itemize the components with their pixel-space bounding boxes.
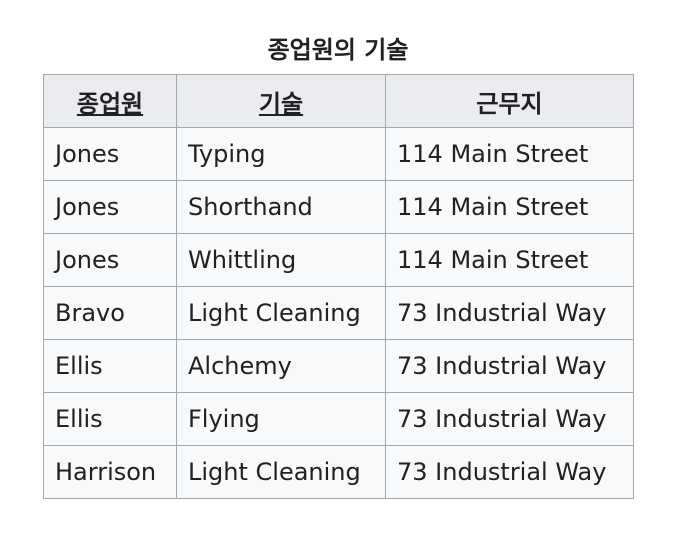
cell-skill: Shorthand (176, 180, 386, 234)
cell-employee: Bravo (43, 286, 177, 340)
table-row: Ellis Alchemy 73 Industrial Way (43, 339, 634, 393)
cell-location: 114 Main Street (385, 180, 634, 234)
cell-skill: Light Cleaning (176, 286, 386, 340)
table-header-row: 종업원 기술 근무지 (43, 74, 634, 128)
cell-employee: Jones (43, 127, 177, 181)
cell-skill: Typing (176, 127, 386, 181)
cell-employee: Harrison (43, 445, 177, 499)
table-row: Harrison Light Cleaning 73 Industrial Wa… (43, 445, 634, 499)
cell-employee: Jones (43, 180, 177, 234)
cell-location: 114 Main Street (385, 127, 634, 181)
header-work-location-label: 근무지 (476, 89, 543, 118)
header-skill-label: 기술 (258, 89, 304, 118)
header-skill: 기술 (176, 74, 386, 128)
cell-employee: Ellis (43, 339, 177, 393)
cell-employee: Jones (43, 233, 177, 287)
cell-skill: Alchemy (176, 339, 386, 393)
cell-skill: Flying (176, 392, 386, 446)
cell-skill: Light Cleaning (176, 445, 386, 499)
table-row: Bravo Light Cleaning 73 Industrial Way (43, 286, 634, 340)
cell-location: 73 Industrial Way (385, 392, 634, 446)
cell-location: 114 Main Street (385, 233, 634, 287)
cell-location: 73 Industrial Way (385, 445, 634, 499)
table-row: Ellis Flying 73 Industrial Way (43, 392, 634, 446)
employee-skills-table: 종업원 기술 근무지 Jones Typing 114 Main Street … (43, 74, 634, 499)
header-work-location: 근무지 (385, 74, 634, 128)
table-caption: 종업원의 기술 (267, 36, 409, 64)
table-row: Jones Shorthand 114 Main Street (43, 180, 634, 234)
cell-location: 73 Industrial Way (385, 286, 634, 340)
cell-employee: Ellis (43, 392, 177, 446)
cell-skill: Whittling (176, 233, 386, 287)
table-row: Jones Whittling 114 Main Street (43, 233, 634, 287)
cell-location: 73 Industrial Way (385, 339, 634, 393)
header-employee-label: 종업원 (76, 89, 144, 118)
table-row: Jones Typing 114 Main Street (43, 127, 634, 181)
header-employee: 종업원 (43, 74, 177, 128)
